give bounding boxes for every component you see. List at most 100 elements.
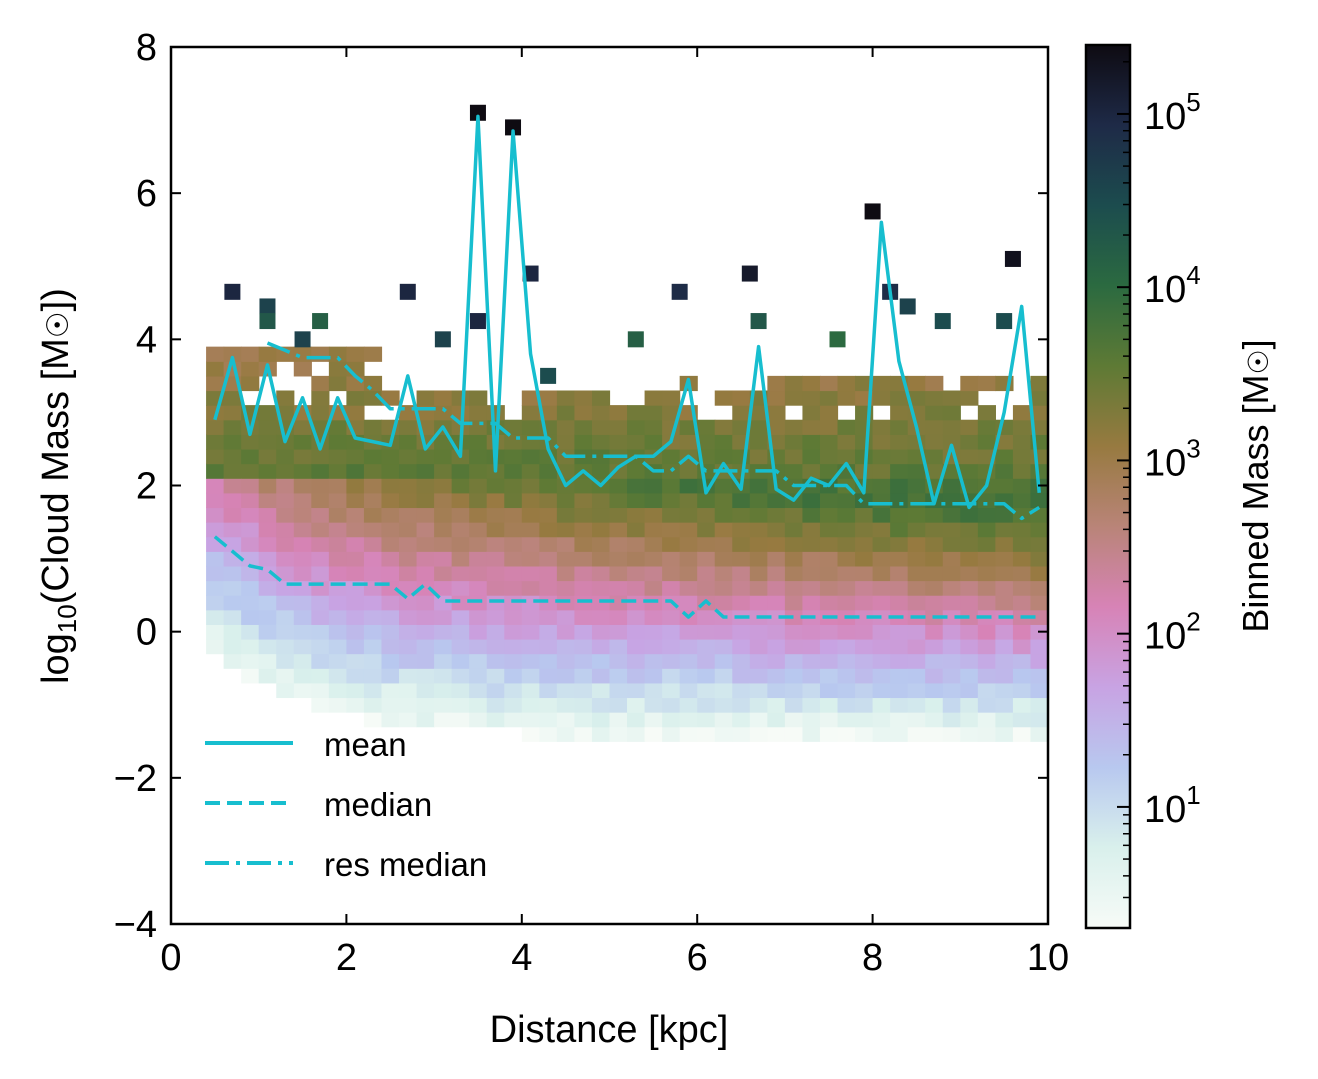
heatmap-cell xyxy=(697,697,716,713)
heatmap-cell xyxy=(644,565,663,582)
heatmap-cell xyxy=(907,653,926,669)
y-axis-label-subscript: 10 xyxy=(52,604,82,633)
heatmap-cell xyxy=(293,478,312,494)
heatmap-cell xyxy=(627,565,646,582)
y-axis-label: log10(Cloud Mass [M☉]) xyxy=(35,288,82,684)
heatmap-cell xyxy=(223,478,242,494)
heatmap-cell xyxy=(784,434,804,450)
heatmap-cell xyxy=(732,522,751,538)
heatmap-cell xyxy=(767,580,786,596)
heatmap-cell xyxy=(539,712,558,728)
legend: mean median res median xyxy=(205,726,487,883)
heatmap-cell xyxy=(1030,565,1048,582)
heatmap-cell xyxy=(714,492,733,509)
heatmap-cell xyxy=(942,609,961,625)
heatmap-cell xyxy=(802,492,821,509)
heatmap xyxy=(206,346,1048,742)
heatmap-cell xyxy=(890,697,909,713)
heatmap-cell xyxy=(346,638,365,655)
heatmap-cell xyxy=(434,405,453,421)
heatmap-cell xyxy=(925,522,944,538)
heatmap-cell xyxy=(662,405,681,421)
heatmap-cell xyxy=(591,682,611,699)
heatmap-cell xyxy=(206,624,225,640)
heatmap-cell xyxy=(890,580,909,596)
heatmap-cell xyxy=(609,478,628,494)
heatmap-cell xyxy=(662,638,681,655)
heatmap-cell xyxy=(399,624,418,640)
heatmap-cell xyxy=(784,522,804,538)
heatmap-cell xyxy=(276,565,295,582)
heatmap-cell xyxy=(802,551,821,567)
heatmap-cell xyxy=(995,668,1014,684)
heatmap-cell xyxy=(486,551,505,567)
heatmap-cell xyxy=(381,478,400,494)
heatmap-cell xyxy=(907,478,926,494)
heatmap-cell xyxy=(627,712,646,728)
heatmap-cell xyxy=(416,463,435,479)
heatmap-cell xyxy=(363,624,383,640)
heatmap-cell xyxy=(802,565,821,582)
heatmap-cell xyxy=(434,580,453,596)
heatmap-cell xyxy=(1030,463,1048,479)
heatmap-cell xyxy=(855,668,874,684)
heatmap-cell xyxy=(942,522,961,538)
heatmap-cell xyxy=(767,522,786,538)
heatmap-cell xyxy=(521,653,540,669)
heatmap-cell xyxy=(521,595,540,611)
heatmap-cell xyxy=(662,507,681,523)
heatmap-cell xyxy=(749,434,768,450)
heatmap-cell xyxy=(258,405,277,421)
heatmap-cell xyxy=(609,682,628,699)
heatmap-cell xyxy=(872,463,891,479)
heatmap-cell xyxy=(346,448,365,465)
heatmap-cell xyxy=(469,653,488,669)
heatmap-cell xyxy=(627,638,646,655)
heatmap-cell xyxy=(714,638,733,655)
heatmap-cell xyxy=(995,507,1014,523)
heatmap-cell xyxy=(363,419,383,435)
heatmap-cell xyxy=(258,419,277,435)
heatmap-cell xyxy=(627,653,646,669)
heatmap-cell xyxy=(907,434,926,450)
heatmap-cell xyxy=(609,668,628,684)
heatmap-cell xyxy=(328,522,347,538)
heatmap-cell xyxy=(960,580,979,596)
heatmap-cell xyxy=(381,712,400,728)
heatmap-cell xyxy=(662,463,681,479)
heatmap-cell xyxy=(451,492,470,509)
heatmap-cell xyxy=(749,507,768,523)
heatmap-cell xyxy=(697,638,716,655)
heatmap-cell xyxy=(574,507,593,523)
heatmap-cell xyxy=(749,448,768,465)
heatmap-cell xyxy=(644,405,663,421)
heatmap-cell xyxy=(311,390,330,406)
heatmap-cell xyxy=(346,346,365,362)
heatmap-cell xyxy=(556,668,576,684)
heatmap-cell xyxy=(556,390,576,406)
heatmap-cell xyxy=(363,682,383,699)
heatmap-cell xyxy=(767,624,786,640)
heatmap-cell xyxy=(995,565,1014,582)
heatmap-cell xyxy=(223,522,242,538)
heatmap-cell xyxy=(784,580,804,596)
heatmap-cell xyxy=(469,580,488,596)
heatmap-cell xyxy=(802,419,821,435)
heatmap-cell xyxy=(732,463,751,479)
heatmap-cell xyxy=(399,653,418,669)
heatmap-cell xyxy=(767,405,786,421)
heatmap-cell xyxy=(697,580,716,596)
heatmap-cell xyxy=(714,726,733,742)
heatmap-cell xyxy=(627,580,646,596)
heatmap-cell xyxy=(539,726,558,742)
heatmap-cell xyxy=(784,448,804,465)
heatmap-cell xyxy=(802,595,821,611)
outlier-cell xyxy=(540,367,557,384)
heatmap-cell xyxy=(977,595,996,611)
x-axis-label: Distance [kpc] xyxy=(490,1009,729,1051)
heatmap-cell xyxy=(679,595,698,611)
heatmap-cell xyxy=(960,390,979,406)
heatmap-cell xyxy=(907,624,926,640)
heatmap-cell xyxy=(960,668,979,684)
heatmap-cell xyxy=(662,565,681,582)
